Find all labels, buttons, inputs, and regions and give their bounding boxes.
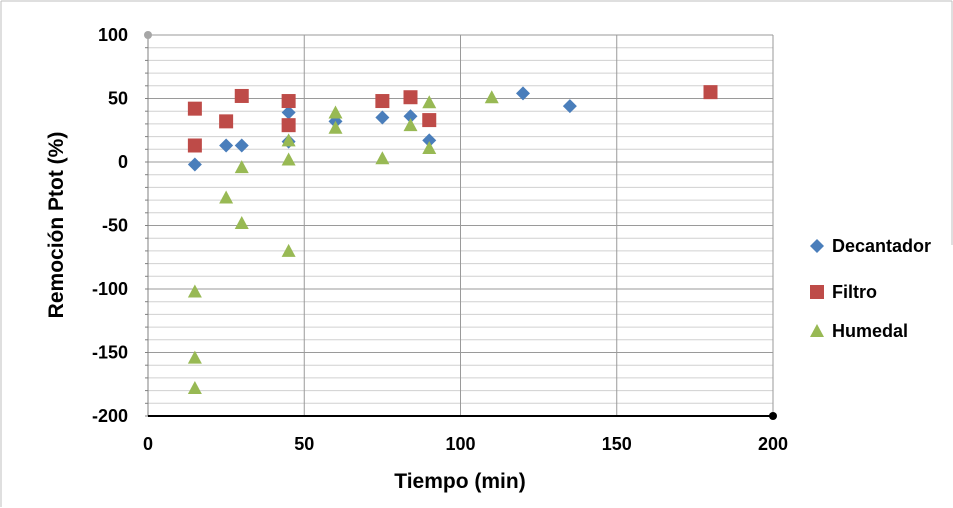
- humedal-point: [422, 95, 437, 109]
- x-axis-end-dot: [769, 412, 777, 420]
- decantador-point: [403, 109, 418, 124]
- filtro-point: [703, 85, 718, 100]
- humedal-point: [281, 152, 296, 166]
- filtro-point: [281, 94, 296, 109]
- filtro-point: [219, 114, 234, 129]
- y-tick-label: 0: [118, 152, 128, 172]
- legend-item-decantador: Decantador: [810, 236, 931, 256]
- y-tick-label: 100: [98, 25, 128, 45]
- legend-marker-filtro: [810, 285, 824, 299]
- y-tick-label: -150: [92, 343, 128, 363]
- x-axis-title: Tiempo (min): [394, 470, 525, 493]
- legend-label: Decantador: [832, 236, 931, 256]
- y-tick-label: -100: [92, 279, 128, 299]
- humedal-point: [234, 215, 249, 229]
- humedal-point: [219, 190, 234, 204]
- y-axis-end-dot: [144, 31, 152, 39]
- x-tick-label: 150: [602, 434, 632, 454]
- y-tick-labels: 100 50 0 -50 -100 -150 -200: [92, 25, 128, 426]
- humedal-point: [281, 133, 296, 147]
- decantador-point: [562, 99, 577, 114]
- series-humedal: [187, 90, 499, 395]
- humedal-point: [403, 118, 418, 132]
- decantador-point: [375, 110, 390, 125]
- humedal-point: [422, 141, 437, 155]
- humedal-point: [187, 284, 202, 298]
- humedal-point: [484, 90, 499, 104]
- decantador-point: [234, 138, 249, 153]
- decantador-point: [187, 157, 202, 172]
- humedal-point: [187, 381, 202, 395]
- legend-label: Filtro: [832, 282, 877, 302]
- legend-item-humedal: Humedal: [810, 321, 908, 341]
- filtro-point: [422, 113, 437, 128]
- filtro-point: [403, 90, 418, 105]
- legend-marker-humedal: [810, 324, 824, 337]
- x-tick-label: 200: [758, 434, 788, 454]
- decantador-point: [516, 86, 530, 101]
- humedal-point: [187, 350, 202, 364]
- humedal-point: [328, 105, 343, 119]
- y-tick-label: -200: [92, 406, 128, 426]
- humedal-point: [375, 151, 390, 165]
- y-axis-title: Remoción Ptot (%): [45, 132, 68, 319]
- legend-label: Humedal: [832, 321, 908, 341]
- filtro-point: [234, 88, 249, 103]
- legend: Decantador Filtro Humedal: [810, 236, 931, 341]
- filtro-point: [375, 94, 390, 109]
- x-tick-label: 50: [294, 434, 314, 454]
- decantador-point: [422, 133, 437, 148]
- humedal-point: [281, 243, 296, 257]
- decantador-point: [281, 105, 296, 120]
- x-tick-label: 100: [445, 434, 475, 454]
- filtro-point: [187, 138, 202, 153]
- legend-item-filtro: Filtro: [810, 282, 877, 302]
- x-tick-label: 0: [143, 434, 153, 454]
- x-tick-labels: 0 50 100 150 200: [143, 434, 788, 454]
- data-markers: [187, 85, 718, 395]
- filtro-point: [187, 101, 202, 116]
- humedal-point: [234, 160, 249, 174]
- y-tick-label: 50: [108, 89, 128, 109]
- y-tick-label: -50: [102, 216, 128, 236]
- filtro-point: [281, 118, 296, 133]
- humedal-point: [328, 120, 343, 134]
- series-filtro: [187, 85, 718, 153]
- decantador-point: [219, 138, 234, 153]
- legend-marker-decantador: [810, 239, 824, 253]
